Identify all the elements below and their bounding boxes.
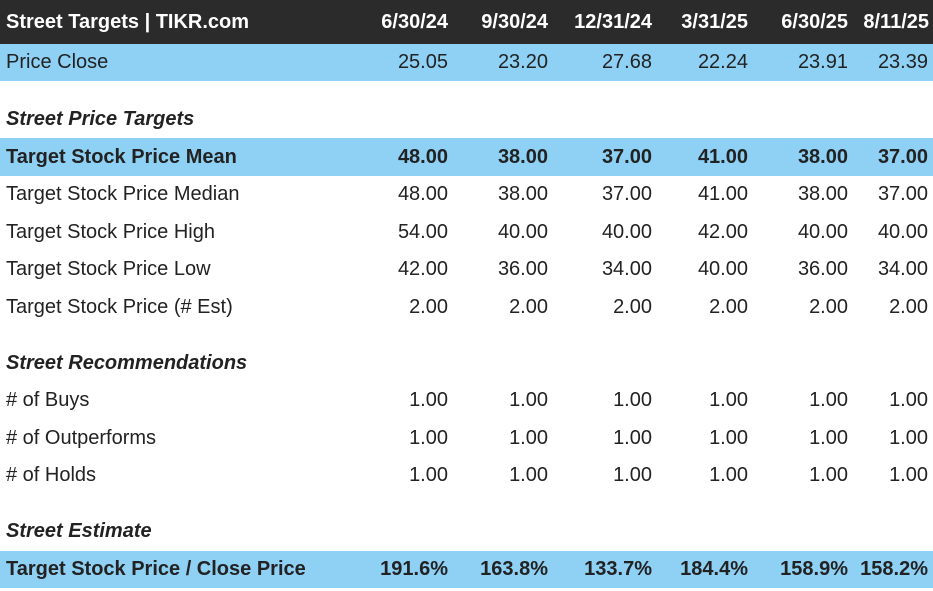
cell-value: 41.00 <box>697 183 748 206</box>
section-heading: Street Price Targets <box>6 107 195 130</box>
cell-value: 133.7% <box>548 550 652 588</box>
spacer-row <box>0 81 933 100</box>
date-header: 6/30/24 <box>348 0 448 44</box>
target-low-row: Target Stock Price Low 42.00 36.00 34.00… <box>0 251 933 289</box>
cell-value: 1.00 <box>613 426 652 449</box>
row-label: Target Stock Price / Close Price <box>0 550 348 588</box>
spacer-row <box>0 326 933 344</box>
row-label: Price Close <box>0 44 348 81</box>
cell-value: 2.00 <box>409 295 448 318</box>
cell-value: 1.00 <box>509 426 548 449</box>
target-vs-close-row: Target Stock Price / Close Price 191.6% … <box>0 550 933 588</box>
cell-value: 42.00 <box>697 220 748 243</box>
section-heading: Street Estimate <box>6 520 152 542</box>
price-close-row: Price Close 25.05 23.20 27.68 22.24 23.9… <box>0 44 933 81</box>
cell-value: 54.00 <box>397 220 448 243</box>
row-label: Target Stock Price Median <box>6 183 240 206</box>
cell-value: 1.00 <box>809 464 848 487</box>
cell-value: 1.00 <box>509 464 548 487</box>
cell-value: 38.00 <box>448 138 548 176</box>
cell-value: 36.00 <box>797 258 848 281</box>
row-label: # of Buys <box>6 389 90 412</box>
section-heading: Street Recommendations <box>6 351 248 374</box>
cell-value: 2.00 <box>509 295 548 318</box>
row-label: Target Stock Price High <box>6 220 215 243</box>
date-header: 3/31/25 <box>652 0 748 44</box>
cell-value: 1.00 <box>509 389 548 412</box>
spacer-row <box>0 495 933 513</box>
cell-value: 1.00 <box>409 389 448 412</box>
cell-value: 23.20 <box>448 44 548 81</box>
cell-value: 38.00 <box>497 183 548 206</box>
cell-value: 41.00 <box>652 138 748 176</box>
cell-value: 36.00 <box>497 258 548 281</box>
cell-value: 40.00 <box>601 220 652 243</box>
row-label: Target Stock Price Mean <box>0 138 348 176</box>
target-est-row: Target Stock Price (# Est) 2.00 2.00 2.0… <box>0 289 933 327</box>
cell-value: 40.00 <box>877 220 928 243</box>
cell-value: 42.00 <box>397 258 448 281</box>
date-header: 6/30/25 <box>748 0 848 44</box>
cell-value: 191.6% <box>348 550 448 588</box>
section-heading-row: Street Recommendations <box>0 344 933 382</box>
header-row: Street Targets | TIKR.com 6/30/24 9/30/2… <box>0 0 933 44</box>
cell-value: 2.00 <box>709 295 748 318</box>
cell-value: 2.00 <box>613 295 652 318</box>
cell-value: 158.9% <box>748 550 848 588</box>
holds-row: # of Holds 1.00 1.00 1.00 1.00 1.00 1.00 <box>0 457 933 495</box>
cell-value: 37.00 <box>848 138 933 176</box>
cell-value: 1.00 <box>409 464 448 487</box>
cell-value: 1.00 <box>613 464 652 487</box>
cell-value: 1.00 <box>809 426 848 449</box>
row-label: Target Stock Price (# Est) <box>6 295 233 318</box>
cell-value: 37.00 <box>548 138 652 176</box>
outperforms-row: # of Outperforms 1.00 1.00 1.00 1.00 1.0… <box>0 420 933 458</box>
cell-value: 37.00 <box>877 183 928 206</box>
cell-value: 38.00 <box>748 138 848 176</box>
cell-value: 40.00 <box>697 258 748 281</box>
cell-value: 1.00 <box>709 426 748 449</box>
cell-value: 184.4% <box>652 550 748 588</box>
date-header: 9/30/24 <box>448 0 548 44</box>
cell-value: 40.00 <box>497 220 548 243</box>
cell-value: 34.00 <box>877 258 928 281</box>
cell-value: 2.00 <box>889 295 928 318</box>
row-label: Target Stock Price Low <box>6 258 211 281</box>
cell-value: 1.00 <box>613 389 652 412</box>
section-heading-row: Street Estimate <box>0 513 933 551</box>
cell-value: 158.2% <box>848 550 933 588</box>
cell-value: 1.00 <box>709 389 748 412</box>
cell-value: 48.00 <box>348 138 448 176</box>
cell-value: 37.00 <box>601 183 652 206</box>
cell-value: 25.05 <box>348 44 448 81</box>
cell-value: 23.39 <box>848 44 933 81</box>
buys-row: # of Buys 1.00 1.00 1.00 1.00 1.00 1.00 <box>0 382 933 420</box>
target-high-row: Target Stock Price High 54.00 40.00 40.0… <box>0 214 933 252</box>
cell-value: 23.91 <box>748 44 848 81</box>
cell-value: 1.00 <box>709 464 748 487</box>
cell-value: 1.00 <box>889 426 928 449</box>
cell-value: 1.00 <box>809 389 848 412</box>
row-label: # of Holds <box>6 464 97 487</box>
date-header: 12/31/24 <box>548 0 652 44</box>
cell-value: 1.00 <box>409 426 448 449</box>
cell-value: 48.00 <box>397 183 448 206</box>
cell-value: 2.00 <box>809 295 848 318</box>
table-title: Street Targets | TIKR.com <box>0 0 348 44</box>
cell-value: 40.00 <box>797 220 848 243</box>
cell-value: 22.24 <box>652 44 748 81</box>
cell-value: 38.00 <box>797 183 848 206</box>
cell-value: 27.68 <box>548 44 652 81</box>
target-mean-row: Target Stock Price Mean 48.00 38.00 37.0… <box>0 138 933 176</box>
cell-value: 163.8% <box>448 550 548 588</box>
row-label: # of Outperforms <box>6 426 157 449</box>
cell-value: 1.00 <box>889 389 928 412</box>
date-header: 8/11/25 <box>848 0 933 44</box>
cell-value: 1.00 <box>889 464 928 487</box>
target-median-row: Target Stock Price Median 48.00 38.00 37… <box>0 176 933 214</box>
cell-value: 34.00 <box>601 258 652 281</box>
section-heading-row: Street Price Targets <box>0 100 933 138</box>
